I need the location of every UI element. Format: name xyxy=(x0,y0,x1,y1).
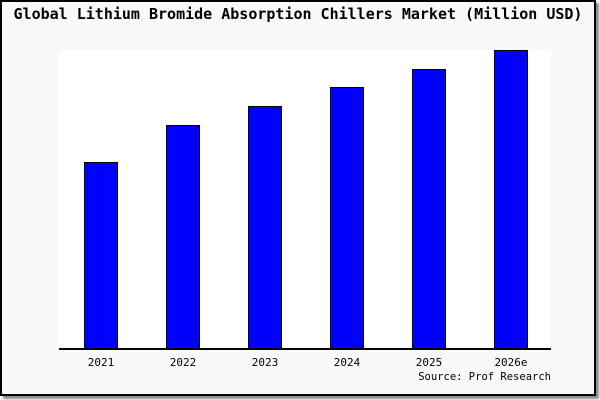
bar-2023 xyxy=(248,106,282,348)
x-tick-label-2023: 2023 xyxy=(251,356,279,369)
bar-2022 xyxy=(166,125,200,348)
plot-area xyxy=(59,50,551,348)
x-axis-labels: 2021 2022 2023 2024 2025 2026e xyxy=(59,356,551,372)
source-note: Source: Prof Research xyxy=(418,371,551,383)
chart-title: Global Lithium Bromide Absorption Chille… xyxy=(13,5,583,23)
x-tick-label-2021: 2021 xyxy=(87,356,115,369)
bar-2025 xyxy=(412,69,446,348)
x-tick-label-2022: 2022 xyxy=(169,356,197,369)
bar-2024 xyxy=(330,87,364,348)
x-tick-label-2026e: 2026e xyxy=(494,356,528,369)
bar-2021 xyxy=(84,162,118,348)
x-tick-label-2025: 2025 xyxy=(415,356,443,369)
bar-2026e xyxy=(494,50,528,348)
x-tick-label-2024: 2024 xyxy=(333,356,361,369)
x-axis-line xyxy=(59,348,551,350)
